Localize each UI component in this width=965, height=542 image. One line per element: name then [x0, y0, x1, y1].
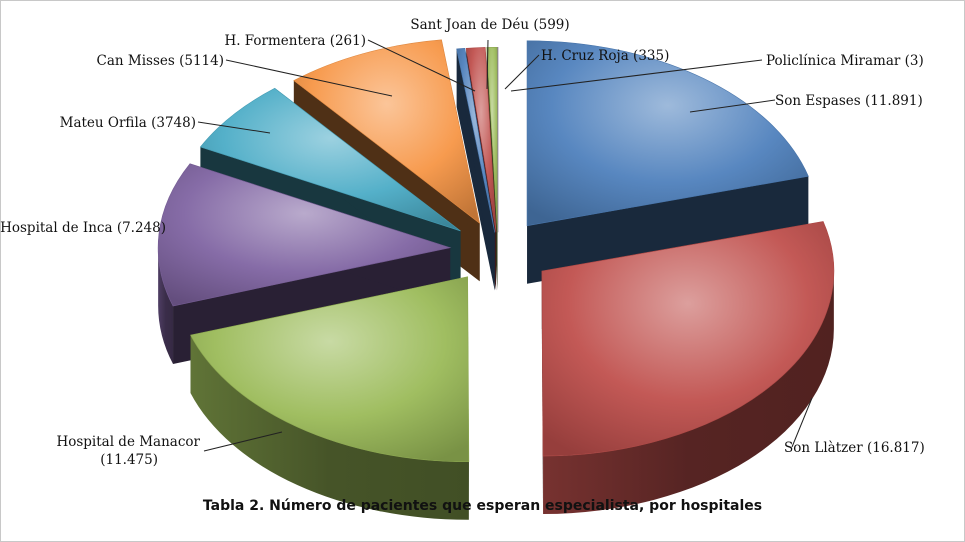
label-layer: Son Espases (11.891) Son Llàtzer (16.817)… — [0, 17, 925, 468]
leader-line-policlinica-miramar — [510, 59, 763, 92]
data-label-h-cruz-roja: H. Cruz Roja (335) — [541, 48, 669, 64]
data-label-can-misses: Can Misses (5114) — [97, 53, 224, 69]
leader-line-sant-joan-de-deu — [486, 39, 489, 90]
leader-line-can-misses — [225, 59, 393, 97]
data-label-sant-joan-de-deu: Sant Joan de Déu (599) — [410, 17, 569, 33]
data-label-policlinica-miramar: Policlínica Miramar (3) — [766, 53, 924, 69]
data-label-h-formentera: H. Formentera (261) — [224, 33, 366, 49]
leader-line-h-cruz-roja — [504, 54, 540, 90]
data-label-son-llatzer: Son Llàtzer (16.817) — [784, 440, 925, 456]
data-label-mateu-orfila: Mateu Orfila (3748) — [60, 115, 196, 131]
data-label-son-espases: Son Espases (11.891) — [775, 93, 923, 109]
slice-mateu-orfila — [199, 87, 461, 232]
pie-top-layer — [157, 39, 835, 463]
slice-sant-joan-de-deu — [465, 47, 497, 233]
slice-son-llatzer — [541, 221, 835, 457]
leader-line-mateu-orfila — [197, 121, 271, 134]
leader-line-h-formentera — [367, 39, 476, 92]
slice-h-formentera — [456, 48, 496, 233]
data-label-hospital-de-manacor: Hospital de Manacor (11.475) — [56, 434, 200, 468]
slice-can-misses — [293, 39, 481, 225]
data-label-hospital-de-inca: Hospital de Inca (7.248) — [0, 220, 166, 236]
leader-line-son-llatzer — [791, 397, 813, 448]
leader-line-son-espases — [689, 99, 776, 113]
slice-h-cruz-roja — [486, 46, 498, 233]
slice-side-son-espases — [527, 176, 809, 284]
chart-caption: Tabla 2. Número de pacientes que esperan… — [202, 498, 763, 514]
slice-son-espases — [526, 40, 809, 227]
slice-hospital-de-manacor — [190, 276, 470, 463]
slice-hospital-de-inca — [157, 163, 452, 307]
leader-line-hospital-de-manacor — [203, 431, 283, 452]
